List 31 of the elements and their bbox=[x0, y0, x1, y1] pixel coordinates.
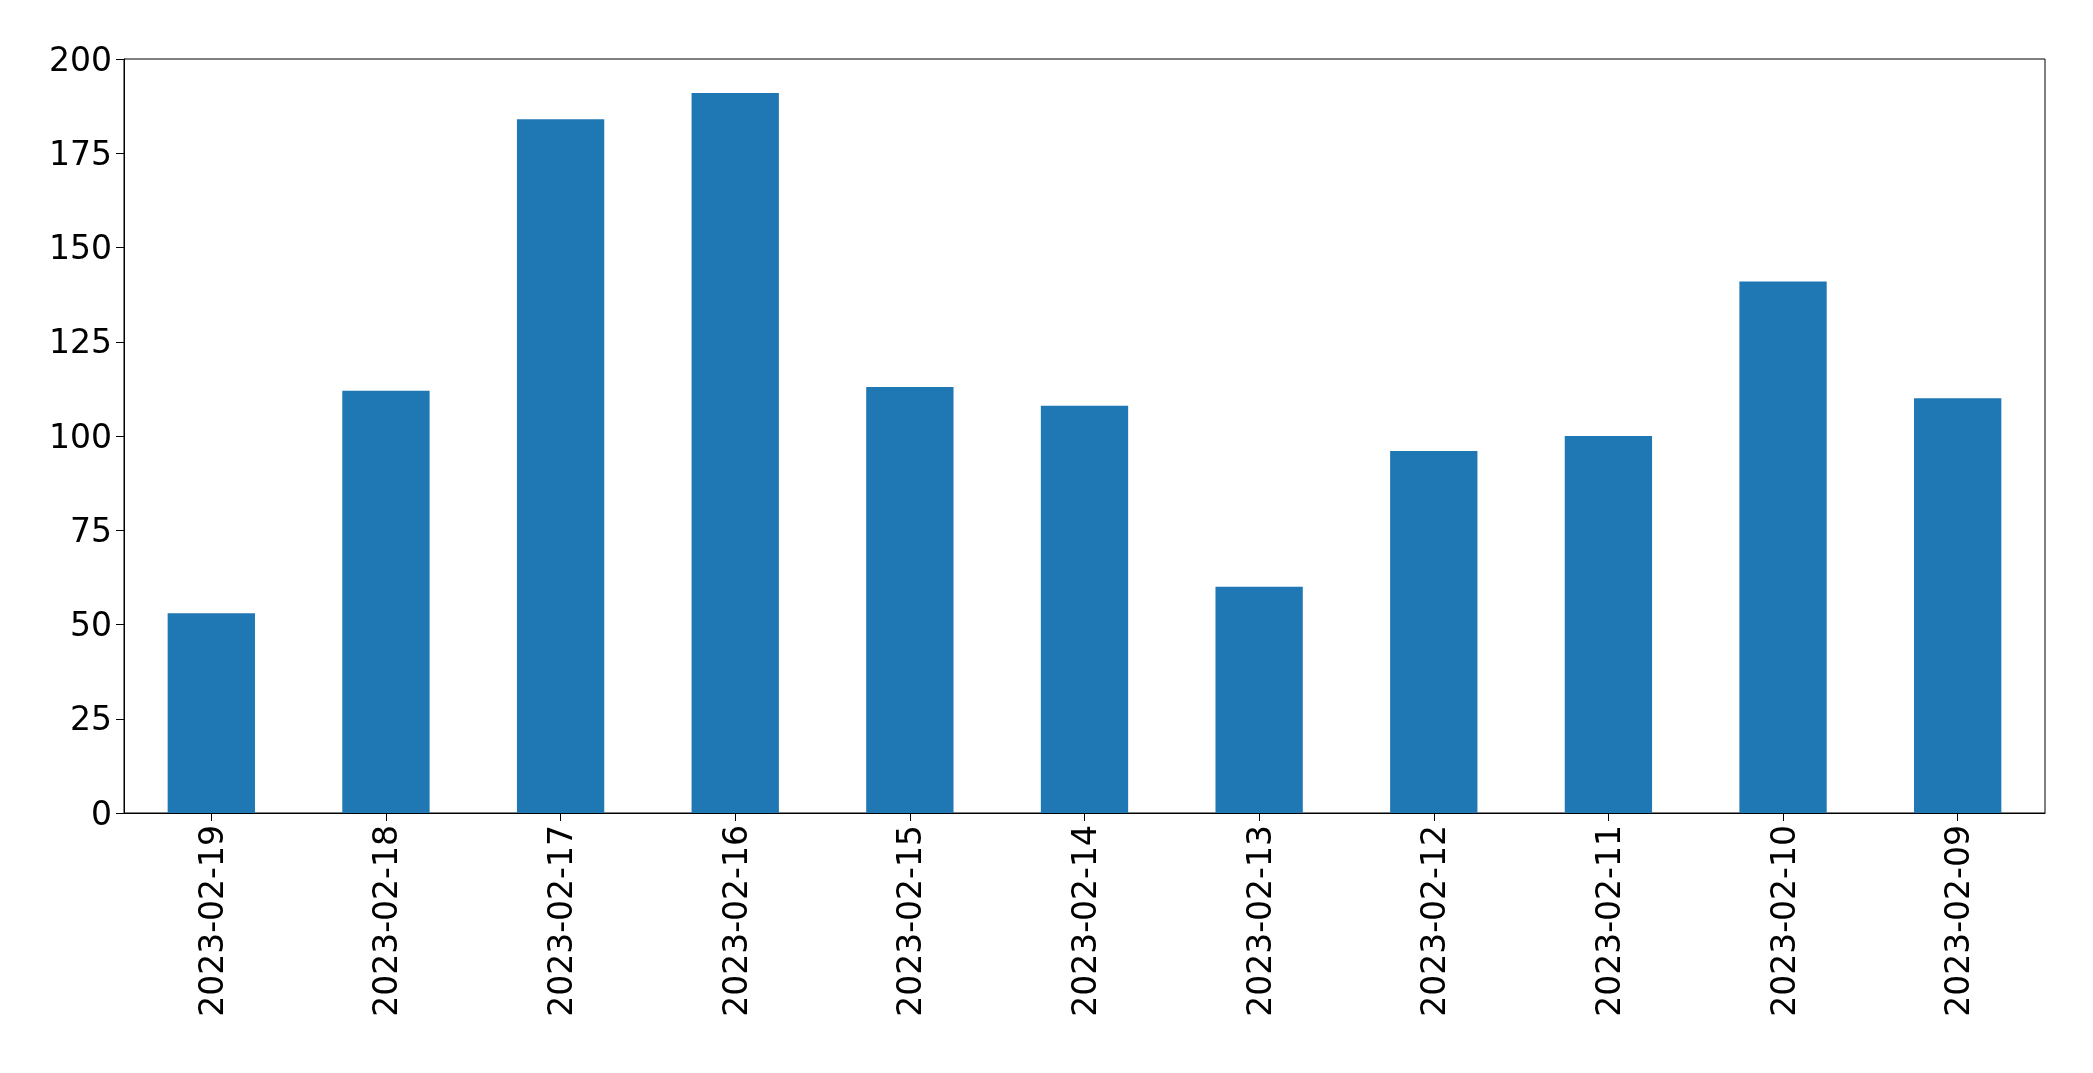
bar bbox=[866, 386, 954, 813]
x-tick-label: 2023-02-14 bbox=[1065, 825, 1104, 1017]
x-tick-label: 2023-02-11 bbox=[1588, 825, 1628, 1017]
x-tick-label: 2023-02-19 bbox=[191, 825, 231, 1017]
bar bbox=[342, 390, 430, 813]
bar bbox=[1914, 398, 2002, 813]
bar bbox=[1040, 405, 1129, 813]
bar bbox=[1739, 281, 1827, 813]
bar bbox=[1390, 451, 1478, 813]
x-tick-label: 2023-02-17 bbox=[541, 825, 581, 1017]
x-tick-label: 2023-02-09 bbox=[1938, 825, 1978, 1017]
bar bbox=[1215, 586, 1303, 813]
x-tick-label: 2023-02-10 bbox=[1763, 825, 1803, 1017]
bar bbox=[167, 613, 255, 813]
y-tick-label: 200 bbox=[49, 39, 112, 79]
x-tick-label: 2023-02-12 bbox=[1414, 825, 1454, 1017]
x-tick-label: 2023-02-15 bbox=[890, 825, 930, 1017]
x-tick-label: 2023-02-18 bbox=[366, 825, 406, 1017]
y-tick-label: 175 bbox=[49, 133, 112, 173]
y-tick-label: 75 bbox=[70, 510, 112, 550]
bar bbox=[516, 119, 605, 813]
y-tick-label: 25 bbox=[70, 699, 112, 739]
y-tick-label: 100 bbox=[49, 416, 112, 456]
y-tick-label: 125 bbox=[49, 322, 112, 362]
y-tick-label: 50 bbox=[70, 605, 112, 644]
y-tick-label: 150 bbox=[49, 228, 112, 267]
bar bbox=[691, 92, 779, 813]
x-tick-label: 2023-02-13 bbox=[1239, 825, 1279, 1017]
x-tick-label: 2023-02-16 bbox=[715, 825, 755, 1017]
bar bbox=[1564, 436, 1653, 813]
y-tick-label: 0 bbox=[91, 793, 112, 833]
